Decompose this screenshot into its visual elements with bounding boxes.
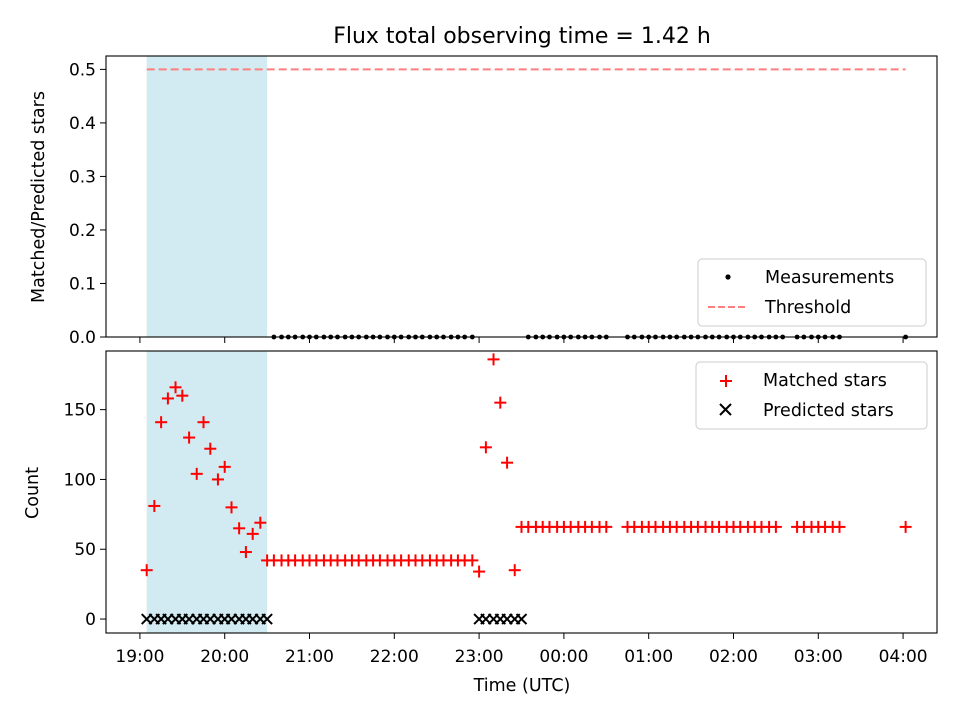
chart-title: Flux total observing time = 1.42 h <box>333 24 711 49</box>
predicted-star-point <box>261 613 273 625</box>
x-tick-label: 02:00 <box>709 647 758 667</box>
matched-star-point <box>769 520 782 533</box>
matched-star-point <box>218 460 231 473</box>
x-tick-label: 03:00 <box>794 647 843 667</box>
x-axis-label: Time (UTC) <box>473 676 571 696</box>
y-tick-label: 0 <box>85 610 96 630</box>
bottom-panel: 0 50 100 150 19:00 20:00 21:00 22:00 23:00 00:00… <box>23 350 938 696</box>
top-y-ticks: 0.0 0.1 0.2 0.3 0.4 0.5 <box>69 60 106 348</box>
x-tick-label: 04:00 <box>879 647 928 667</box>
x-tick-label: 01:00 <box>624 647 673 667</box>
x-tick-label: 23:00 <box>455 647 504 667</box>
matched-star-point <box>494 396 507 409</box>
matched-star-point <box>246 527 259 540</box>
matched-star-point <box>204 442 217 455</box>
matched-star-point <box>211 473 224 486</box>
legend-marker-measurements <box>725 274 731 280</box>
legend-marker-predicted <box>719 403 732 416</box>
bottom-shaded-interval <box>146 351 268 633</box>
top-legend: Measurements Threshold <box>697 258 927 327</box>
y-tick-label: 0.5 <box>69 60 96 80</box>
y-tick-label: 0.4 <box>69 114 96 134</box>
matched-star-point <box>155 416 168 429</box>
legend-label-threshold: Threshold <box>764 298 851 318</box>
y-tick-label: 150 <box>64 401 96 421</box>
matched-star-point <box>197 416 210 429</box>
bottom-legend: Matched stars Predicted stars <box>695 361 928 430</box>
legend-label-measurements: Measurements <box>765 268 894 288</box>
predicted-star-point <box>515 613 528 625</box>
matched-star-point <box>239 546 252 559</box>
bottom-legend-box <box>695 361 928 430</box>
matched-star-point <box>161 392 174 405</box>
matched-star-point <box>254 516 267 529</box>
matched-star-point <box>183 431 196 444</box>
matched-star-point <box>487 353 500 366</box>
y-tick-label: 0.3 <box>69 167 96 187</box>
legend-label-predicted: Predicted stars <box>763 401 894 421</box>
matched-star-point <box>833 520 846 533</box>
top-legend-box <box>697 258 927 327</box>
matched-star-point <box>508 564 521 577</box>
matched-star-point <box>176 389 189 402</box>
y-tick-label: 50 <box>74 540 96 560</box>
matched-star-point <box>899 520 912 533</box>
x-tick-label: 00:00 <box>539 647 588 667</box>
bottom-series <box>140 353 912 625</box>
bottom-y-axis-label: Count <box>23 467 43 519</box>
x-tick-label: 21:00 <box>285 647 334 667</box>
matched-star-point <box>169 381 182 394</box>
matched-star-point <box>190 467 203 480</box>
matched-star-point <box>473 565 486 578</box>
x-tick-label: 19:00 <box>115 647 164 667</box>
y-tick-label: 0.0 <box>69 328 96 348</box>
y-tick-label: 0.2 <box>69 221 96 241</box>
bottom-axes-frame <box>105 350 938 634</box>
bottom-y-ticks: 0 50 100 150 <box>64 401 106 630</box>
matched-star-point <box>501 456 514 469</box>
top-axes-frame <box>105 55 938 338</box>
y-tick-label: 0.1 <box>69 274 96 294</box>
x-tick-label: 20:00 <box>200 647 249 667</box>
matched-star-point <box>148 499 161 512</box>
matched-star-point <box>479 441 492 454</box>
legend-label-matched: Matched stars <box>763 371 887 391</box>
bottom-x-ticks: 19:00 20:00 21:00 22:00 23:00 00:00 01:00 02:00… <box>115 633 928 667</box>
x-tick-label: 22:00 <box>370 647 419 667</box>
top-panel: 0.0 0.1 0.2 0.3 0.4 0.5 Matched/Predicted sta… <box>29 55 938 348</box>
y-tick-label: 100 <box>64 470 96 490</box>
matched-star-point <box>140 564 153 577</box>
matched-star-point <box>466 554 479 567</box>
matched-star-point <box>233 522 246 535</box>
top-shaded-interval <box>146 56 268 337</box>
matched-star-point <box>225 501 238 514</box>
legend-marker-matched <box>720 375 732 387</box>
top-y-axis-label: Matched/Predicted stars <box>29 91 49 303</box>
matched-star-point <box>600 520 613 533</box>
